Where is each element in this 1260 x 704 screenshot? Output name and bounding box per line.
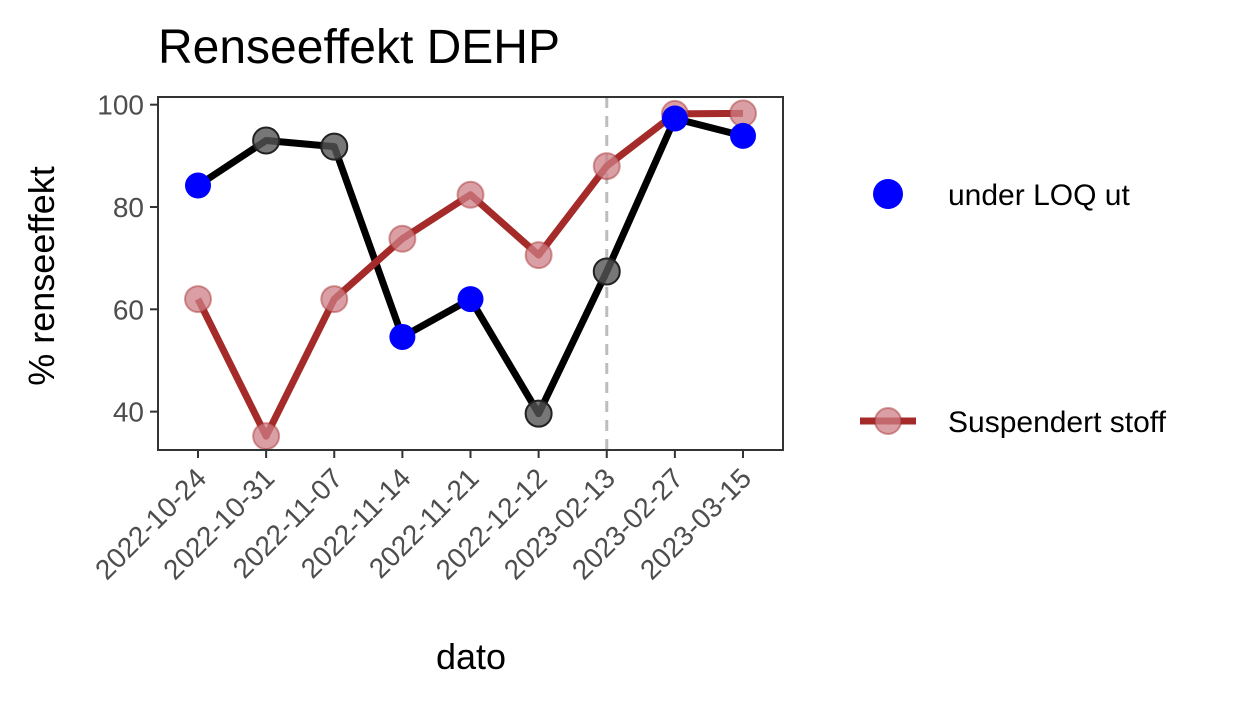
- data-point-below-loq: [730, 122, 756, 149]
- plot-area: [157, 96, 784, 451]
- chart-title: Renseeffekt DEHP: [158, 21, 560, 74]
- data-point: [524, 241, 553, 270]
- plot-background: [158, 97, 783, 450]
- data-point: [456, 180, 485, 209]
- y-tick-label: 40: [113, 397, 144, 428]
- data-point: [252, 422, 281, 451]
- y-tick-label: 100: [97, 90, 144, 121]
- legend-item: under LOQ ut: [873, 179, 1130, 212]
- data-point: [729, 99, 757, 128]
- legend-item: Suspendert stoff: [860, 406, 1167, 439]
- legend-swatch: [873, 179, 903, 209]
- data-point: [320, 132, 349, 161]
- data-point: [388, 224, 417, 253]
- data-point: [320, 285, 349, 314]
- y-axis: 40 60 80 100: [97, 90, 158, 428]
- legend-label: under LOQ ut: [948, 179, 1130, 212]
- legend: under LOQ ut Suspendert stoff: [860, 179, 1167, 439]
- y-tick-label: 60: [113, 294, 144, 325]
- x-axis-title: dato: [436, 636, 506, 677]
- data-point-below-loq: [457, 286, 484, 313]
- data-point: [592, 257, 621, 286]
- data-point-below-loq: [389, 323, 416, 350]
- x-axis: 2022-10-242022-10-312022-11-072022-11-14…: [89, 450, 757, 586]
- data-point: [184, 285, 212, 314]
- legend-swatch: [874, 407, 902, 435]
- data-point-below-loq: [661, 105, 688, 132]
- data-point: [592, 152, 621, 181]
- data-point: [252, 126, 281, 155]
- legend-label: Suspendert stoff: [948, 406, 1167, 439]
- data-point-below-loq: [185, 172, 211, 199]
- data-point: [524, 399, 553, 428]
- y-axis-title: % renseeffekt: [21, 166, 62, 385]
- y-tick-label: 80: [113, 192, 144, 223]
